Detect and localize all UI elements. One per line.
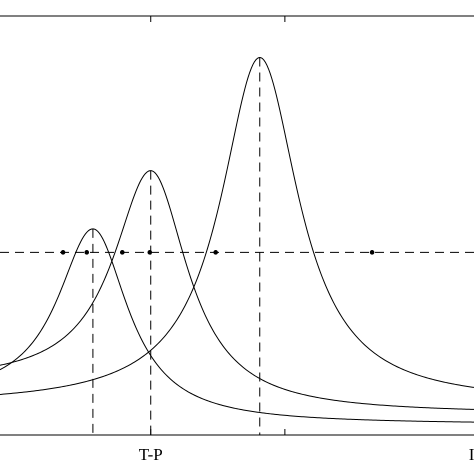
curves [0, 57, 474, 423]
resonance-curve-2 [0, 57, 474, 395]
resonance-curve-1 [0, 170, 474, 410]
intersection-point-3 [147, 250, 153, 255]
intersection-point-2 [119, 250, 125, 255]
resonance-curve-0 [0, 228, 474, 423]
tick-labels: T-P I [139, 445, 474, 464]
intersection-point-0 [60, 250, 66, 255]
guide-lines [0, 57, 474, 435]
intersection-point-1 [84, 250, 90, 255]
x-tick-label-0: T-P [139, 445, 163, 464]
intersection-point-4 [213, 250, 218, 255]
axes [0, 15, 474, 436]
intersection-point-5 [369, 250, 375, 255]
intersection-points [60, 250, 375, 255]
x-tick-label-1: I [469, 445, 474, 464]
